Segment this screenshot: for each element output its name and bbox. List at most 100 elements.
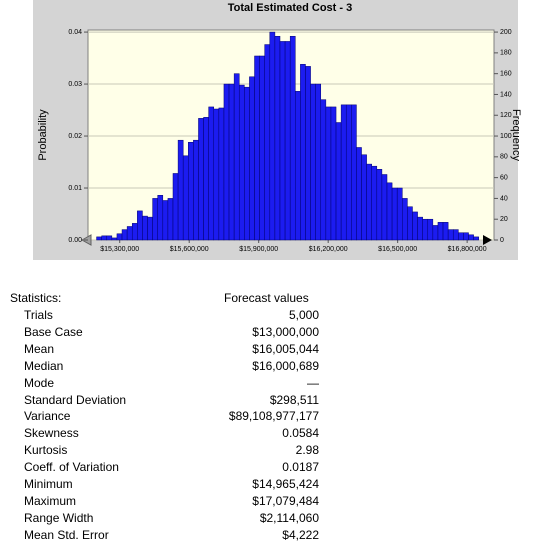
bar <box>422 218 429 241</box>
bar <box>142 215 148 241</box>
bar <box>386 182 393 241</box>
bar <box>442 222 449 241</box>
bar <box>162 200 169 241</box>
x-tick-label: $16,200,000 <box>309 246 348 253</box>
x-tick-label: $15,300,000 <box>100 246 139 253</box>
stat-label: Maximum <box>24 493 77 508</box>
stat-value: $16,000,689 <box>252 358 319 373</box>
y2-tick-label: 20 <box>500 216 508 223</box>
stat-value: $13,000,000 <box>252 324 319 339</box>
stat-label: Base Case <box>24 324 83 339</box>
bar <box>407 206 413 241</box>
y-tick-label: 0.01 <box>68 185 82 192</box>
bar <box>427 218 434 241</box>
bar <box>111 237 118 241</box>
stat-label: Standard Deviation <box>24 392 127 407</box>
bar <box>157 195 164 241</box>
bar <box>376 169 383 241</box>
bar <box>361 154 367 241</box>
bar <box>198 118 204 241</box>
y2-tick-label: 200 <box>500 29 512 36</box>
bar <box>391 187 398 241</box>
right-grabber[interactable] <box>483 235 492 245</box>
bar <box>223 83 230 241</box>
stat-value: $4,222 <box>282 527 319 542</box>
stat-label: Median <box>24 358 64 373</box>
bar <box>300 64 306 241</box>
bar <box>284 41 291 241</box>
bar <box>121 229 128 241</box>
bar <box>152 198 158 241</box>
stat-label: Variance <box>24 409 71 424</box>
stat-label: Range Width <box>24 510 94 525</box>
stat-value: $14,965,424 <box>252 477 319 491</box>
x-tick-label: $15,600,000 <box>170 246 209 253</box>
bar <box>356 147 362 241</box>
stat-value: $17,079,484 <box>252 493 319 508</box>
stat-label: Skewness <box>24 426 79 441</box>
bar <box>417 216 423 241</box>
y2-tick-label: 60 <box>500 174 508 181</box>
stat-label: Trials <box>24 308 53 322</box>
bar <box>203 117 209 241</box>
bar <box>330 106 337 241</box>
bar <box>254 55 260 241</box>
stat-value: $2,114,060 <box>259 510 319 525</box>
bar <box>274 35 281 241</box>
bar <box>345 104 352 241</box>
stat-value: $16,005,044 <box>252 341 319 356</box>
y2-tick-label: 100 <box>500 133 512 140</box>
bar <box>371 165 378 241</box>
bar <box>147 216 153 241</box>
bar <box>131 223 138 241</box>
y2-tick-label: 80 <box>500 154 508 161</box>
bar <box>366 163 372 241</box>
stat-label: Mean Std. Error <box>24 527 109 542</box>
bar <box>402 198 408 241</box>
bar <box>458 232 464 241</box>
stat-value: $298,511 <box>269 392 319 407</box>
y-tick-label: 0.04 <box>68 29 82 36</box>
y-tick-label: 0.02 <box>68 133 82 140</box>
stat-label: Minimum <box>24 477 73 491</box>
chart-title: Total Estimated Cost - 3 <box>228 2 352 14</box>
y2-tick-label: 140 <box>500 91 512 98</box>
bar <box>315 83 322 241</box>
bar <box>432 225 439 241</box>
bar <box>172 173 179 241</box>
y2-tick-label: 0 <box>500 237 504 244</box>
stat-value: $89,108,977,177 <box>228 409 319 424</box>
bar <box>167 198 174 241</box>
x-tick-label: $15,900,000 <box>239 246 278 253</box>
bar <box>238 84 245 241</box>
bar <box>106 235 113 241</box>
bar <box>116 233 123 241</box>
y2-axis-label: Frequency <box>510 109 522 161</box>
chart: Total Estimated Cost - 3 Probability Fre… <box>33 0 522 260</box>
bar <box>473 236 479 241</box>
y2-tick-label: 180 <box>500 50 512 57</box>
bar <box>437 222 444 241</box>
bar <box>396 187 403 241</box>
x-tick-label: $16,800,000 <box>448 246 487 253</box>
bar <box>193 139 199 241</box>
bar <box>452 229 459 241</box>
bar <box>233 73 240 241</box>
stat-value: 0.0187 <box>282 460 319 475</box>
y2-tick-label: 40 <box>500 195 508 202</box>
y-tick-label: 0.00 <box>68 237 82 244</box>
bar <box>213 108 220 241</box>
bar <box>228 83 235 241</box>
bar <box>305 66 311 241</box>
bar <box>244 86 250 241</box>
bar <box>259 55 265 241</box>
bar <box>335 122 342 241</box>
bar <box>381 174 388 241</box>
stat-label: Mean <box>24 341 55 356</box>
bar <box>96 236 102 241</box>
y2-tick-label: 160 <box>500 71 512 78</box>
bar <box>340 104 347 241</box>
stat-value: 2.98 <box>295 443 319 458</box>
stat-value: 0.0584 <box>282 426 319 441</box>
